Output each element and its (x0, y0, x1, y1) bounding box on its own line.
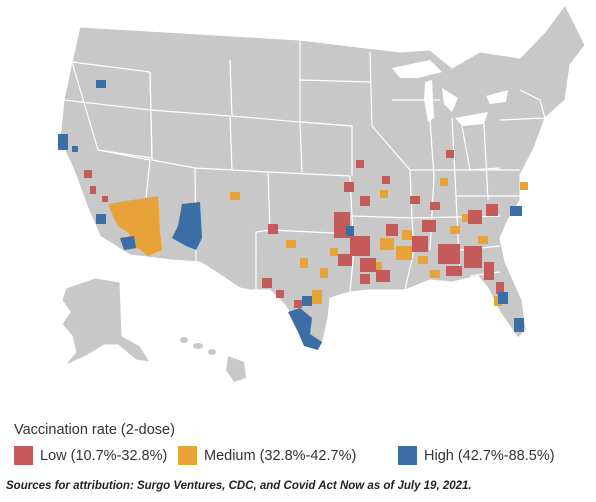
legend-label-medium: Medium (32.8%-42.7%) (204, 447, 357, 464)
source-attribution: Sources for attribution: Surgo Ventures,… (6, 480, 472, 492)
legend-item-low: Low (10.7%-32.8%) (14, 446, 167, 465)
legend-title: Vaccination rate (2-dose) (14, 422, 175, 438)
hawaii-islands (180, 337, 246, 382)
low-swatch (14, 446, 33, 465)
legend-label-high: High (42.7%-88.5%) (424, 447, 555, 464)
great-lakes (392, 60, 508, 126)
legend-label-low: Low (10.7%-32.8%) (40, 447, 168, 464)
state-borders (63, 40, 546, 293)
legend-item-medium: Medium (32.8%-42.7%) (178, 446, 356, 465)
map-svg (58, 4, 586, 382)
medium-swatch (178, 446, 197, 465)
legend-item-high: High (42.7%-88.5%) (398, 446, 555, 465)
medium-vaccination-counties (108, 178, 528, 306)
high-vaccination-counties (58, 80, 524, 350)
high-swatch (398, 446, 417, 465)
us-county-map (58, 4, 586, 382)
alaska-landmass (61, 277, 151, 367)
low-vaccination-counties (84, 150, 504, 308)
